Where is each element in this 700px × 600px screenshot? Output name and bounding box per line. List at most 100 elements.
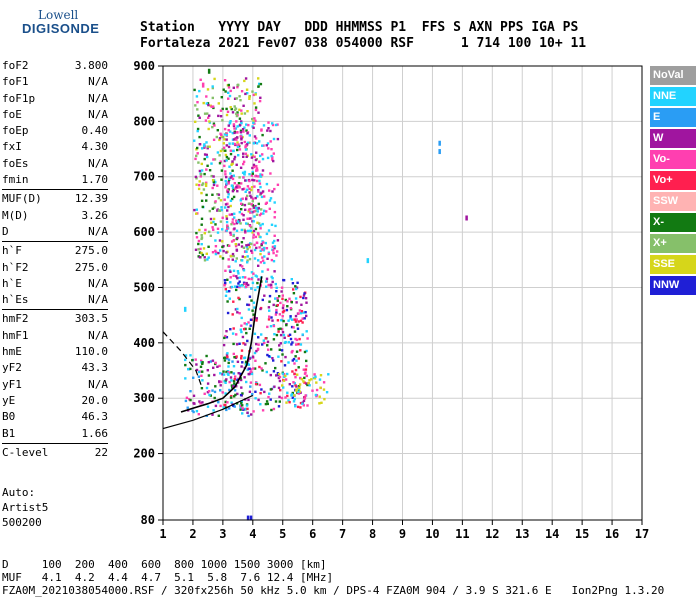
echo-point (224, 206, 227, 209)
echo-point (273, 245, 277, 248)
echo-point (259, 235, 262, 239)
echo-point (246, 247, 249, 251)
echo-point (271, 241, 275, 244)
polarization-legend: NoVal NNE E W Vo- Vo+ SSW X- X+ SSE NNW (650, 66, 696, 297)
isolated-echo (183, 306, 187, 312)
echo-point (290, 318, 294, 321)
echo-point (256, 210, 259, 213)
echo-point (203, 392, 206, 395)
echo-point (248, 97, 251, 100)
echo-point (242, 408, 245, 411)
echo-point (184, 377, 187, 380)
echo-point (239, 372, 242, 376)
echo-point (241, 128, 245, 131)
param-value: 275.0 (74, 260, 108, 274)
echo-point (189, 398, 192, 402)
echo-point (281, 297, 284, 300)
echo-point (272, 260, 276, 263)
echo-point (299, 295, 302, 299)
param-name: fmin (2, 173, 29, 187)
echo-point (263, 341, 266, 345)
echo-point (246, 141, 250, 144)
echo-point (292, 326, 295, 329)
echo-point (277, 327, 280, 331)
echo-point (206, 155, 209, 159)
echo-point (251, 125, 254, 128)
echo-point (211, 179, 215, 182)
echo-point (224, 203, 228, 206)
echo-point (245, 323, 248, 326)
echo-point (212, 220, 215, 224)
echo-point (304, 297, 308, 300)
echo-point (305, 382, 308, 385)
echo-point (231, 177, 235, 181)
echo-point (227, 124, 230, 127)
echo-point (252, 236, 255, 239)
echo-point (325, 391, 329, 394)
echo-point (283, 341, 287, 344)
echo-point (223, 359, 227, 362)
echo-point (245, 123, 248, 126)
echo-point (209, 234, 212, 237)
echo-point (291, 385, 294, 388)
echo-point (196, 152, 199, 155)
echo-point (229, 233, 232, 236)
echo-point (241, 265, 244, 268)
isolated-echo (201, 82, 205, 88)
echo-point (292, 288, 295, 291)
echo-point (305, 349, 308, 353)
echo-point (273, 239, 276, 243)
echo-point (270, 348, 273, 351)
echo-point (236, 378, 239, 381)
echo-point (308, 379, 311, 382)
param-row: foF1p N/A (2, 91, 108, 107)
echo-point (240, 120, 243, 123)
echo-point (227, 365, 230, 368)
echo-point (247, 243, 250, 246)
echo-point (240, 284, 244, 287)
legend-item-ssw: SSW (650, 192, 696, 211)
echo-point (274, 400, 278, 403)
echo-point (255, 317, 258, 320)
echo-point (197, 248, 200, 251)
echo-point (253, 135, 257, 138)
x-tick-label: 17 (635, 527, 649, 541)
echo-point (257, 264, 260, 267)
legend-item-sse: SSE (650, 255, 696, 274)
echo-point (217, 251, 220, 255)
echo-point (263, 195, 266, 198)
echo-point (198, 169, 202, 173)
echo-point (257, 85, 260, 88)
echo-point (280, 290, 283, 293)
echo-point (195, 363, 198, 366)
echo-point (195, 368, 199, 372)
echo-point (241, 335, 245, 339)
echo-point (246, 411, 249, 414)
echo-point (302, 380, 305, 383)
echo-point (263, 294, 266, 297)
echo-point (300, 378, 304, 381)
echo-point (267, 306, 271, 309)
echo-point (245, 331, 248, 335)
echo-point (250, 251, 254, 254)
logo-line-2: DIGISONDE (22, 21, 100, 36)
echo-point (208, 120, 211, 123)
echo-point (298, 337, 301, 341)
echo-point (217, 414, 220, 417)
echo-point (233, 105, 236, 108)
echo-point (233, 158, 236, 161)
echo-point (192, 376, 195, 379)
echo-point (203, 259, 207, 262)
echo-point (231, 258, 234, 261)
echo-point (230, 240, 234, 243)
echo-point (265, 144, 268, 147)
echo-point (233, 222, 236, 226)
echo-point (224, 170, 227, 173)
echo-point (306, 383, 309, 387)
echo-point (302, 294, 306, 297)
echo-point (258, 222, 261, 225)
x-tick-label: 12 (485, 527, 499, 541)
echo-point (271, 245, 275, 249)
echo-point (233, 356, 236, 359)
y-tick-label: 80 (141, 513, 155, 527)
